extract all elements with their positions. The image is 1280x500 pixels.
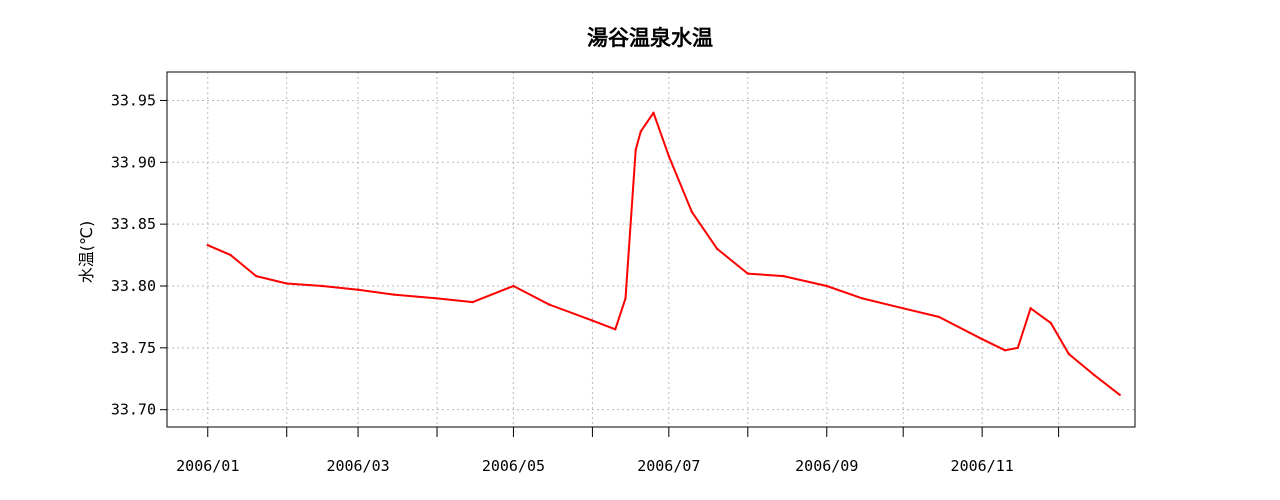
data-point	[1118, 393, 1121, 396]
data-point	[285, 282, 288, 285]
data-point	[652, 111, 655, 115]
data-point	[321, 284, 324, 288]
data-point	[1029, 307, 1032, 310]
data-point	[634, 148, 637, 152]
data-point	[471, 300, 474, 304]
x-tick-label: 2006/01	[176, 457, 239, 475]
data-point	[1093, 373, 1096, 377]
data-point	[861, 297, 864, 300]
data-point	[591, 319, 594, 322]
x-tick-label: 2006/03	[326, 457, 389, 475]
data-point	[512, 284, 515, 288]
y-tick-label: 33.95	[111, 91, 156, 109]
y-axis: 33.70 33.75 33.80 33.85 33.90 33.95	[111, 91, 167, 419]
data-point	[1003, 349, 1007, 352]
data-point	[667, 154, 670, 158]
y-tick-label: 33.85	[111, 215, 156, 233]
data-point	[392, 293, 395, 296]
y-tick-label: 33.70	[111, 401, 156, 419]
y-tick-label: 33.80	[111, 277, 156, 295]
series-area	[206, 111, 1121, 396]
data-point	[435, 297, 439, 300]
data-point	[690, 210, 693, 213]
plot-frame	[166, 71, 1136, 428]
data-point	[206, 244, 209, 247]
data-point	[356, 288, 360, 291]
data-point	[1067, 352, 1071, 356]
x-tick-label: 2006/05	[482, 457, 545, 475]
data-point	[255, 274, 258, 278]
data-point	[782, 274, 785, 278]
x-tick-label: 2006/09	[795, 457, 858, 475]
y-axis-label: 水温(℃)	[77, 221, 96, 283]
data-point	[614, 328, 617, 331]
data-point	[547, 303, 551, 306]
data-point	[716, 247, 719, 251]
x-tick-label: 2006/11	[951, 457, 1014, 475]
chart-title: 湯谷温泉水温	[587, 26, 713, 50]
data-point	[981, 338, 984, 341]
x-axis: 2006/01 2006/03 2006/05 2006/07 2006/09 2006/…	[176, 427, 1060, 475]
data-point	[1016, 346, 1019, 349]
data-point	[624, 297, 627, 300]
x-tick-label: 2006/07	[637, 457, 700, 475]
data-point	[639, 130, 642, 133]
y-tick-label: 33.90	[111, 153, 156, 171]
data-point	[937, 315, 941, 319]
data-point	[229, 253, 232, 257]
data-point	[902, 307, 905, 310]
data-point	[1049, 321, 1053, 325]
y-tick-label: 33.75	[111, 339, 156, 357]
series-line	[207, 111, 1121, 396]
data-point	[825, 284, 828, 288]
data-point	[746, 272, 749, 275]
grid	[167, 72, 1135, 427]
